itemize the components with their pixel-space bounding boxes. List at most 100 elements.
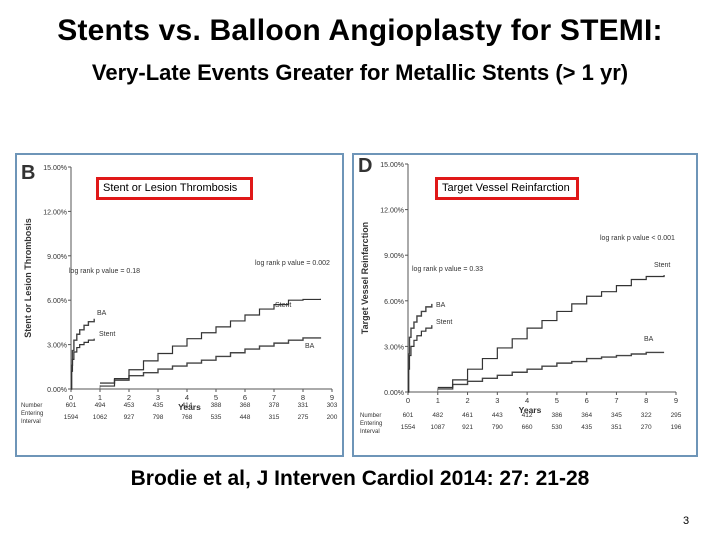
series-line-stent-late (100, 298, 321, 387)
risk-table-cell: 1062 (93, 414, 108, 421)
series-early-label-ba: BA (97, 310, 107, 317)
panel-letter: D (358, 155, 372, 177)
risk-table-cell: 443 (492, 412, 503, 419)
series-early-label-stent: Stent (436, 319, 452, 326)
risk-table-cell: 386 (551, 412, 562, 419)
slide-subtitle: Very-Late Events Greater for Metallic St… (91, 60, 629, 85)
x-tick-label: 9 (674, 396, 678, 405)
risk-table-cell: 435 (581, 424, 592, 431)
series-end-label-stent: Stent (275, 302, 291, 309)
x-tick-label: 8 (301, 393, 305, 402)
risk-table-cell: 378 (269, 402, 280, 409)
log-rank-annotation: log rank p value = 0.33 (412, 266, 483, 273)
page-number: 3 (683, 515, 690, 527)
y-tick-label: 0.00% (384, 390, 404, 397)
x-tick-label: 3 (495, 396, 499, 405)
risk-table-cell: 461 (462, 412, 473, 419)
series-line-ba-early (407, 303, 433, 393)
series-early-label-stent: Stent (99, 331, 115, 338)
risk-table-cell: 660 (522, 424, 533, 431)
risk-table-cell: 345 (611, 412, 622, 419)
x-tick-label: 8 (644, 396, 648, 405)
series-line-stent-late (437, 274, 665, 389)
risk-table-cell: 790 (492, 424, 503, 431)
x-tick-label: 6 (585, 396, 589, 405)
risk-table-cell: 482 (432, 412, 443, 419)
x-tick-label: 0 (406, 396, 410, 405)
x-tick-label: 5 (555, 396, 559, 405)
risk-table-cell: 303 (327, 402, 338, 409)
risk-table-cell: 200 (327, 414, 338, 421)
series-early-label-ba: BA (436, 302, 446, 309)
risk-table-cell: 601 (403, 412, 414, 419)
risk-table-cell: 927 (124, 414, 135, 421)
y-tick-label: 9.00% (47, 254, 67, 261)
chart-b-svg: B Stent or Lesion Thrombosis 0.00% 3.00% 6.0… (21, 162, 338, 425)
x-axis-title: Years (519, 405, 542, 415)
risk-table-label: Number (21, 403, 42, 409)
log-rank-annotation: log rank p value = 0.002 (255, 260, 330, 267)
risk-table-cell: 921 (462, 424, 473, 431)
risk-table-cell: 368 (240, 402, 251, 409)
series-end-label-stent: Stent (654, 262, 670, 269)
series-line-stent-early (70, 338, 95, 390)
risk-table-cell: 295 (671, 412, 682, 419)
slide-title: Stents vs. Balloon Angioplasty for STEMI… (57, 14, 663, 47)
risk-table-cell: 412 (522, 412, 533, 419)
risk-table-label: Entering (360, 421, 382, 427)
y-tick-label: 3.00% (384, 344, 404, 351)
log-rank-annotation: log rank p value = 0.18 (69, 268, 140, 275)
panel-d-boxed-label: Target Vessel Reinfarction (435, 177, 579, 200)
y-axis-title: Target Vessel Reinfarction (360, 222, 370, 334)
x-tick-label: 9 (330, 393, 334, 402)
risk-table-label: Number (360, 413, 381, 419)
x-tick-label: 2 (465, 396, 469, 405)
risk-table-cell: 364 (581, 412, 592, 419)
x-tick-label: 3 (156, 393, 160, 402)
y-tick-label: 12.00% (43, 209, 67, 216)
risk-table-cell: 435 (153, 402, 164, 409)
citation: Brodie et al, J Interven Cardiol 2014: 2… (130, 467, 590, 490)
risk-table-cell: 453 (124, 402, 135, 409)
y-axis-title: Stent or Lesion Thrombosis (23, 218, 33, 338)
chart-d-svg: D Target Vessel Reinfarction 0.00% 3.00% 6.0… (358, 155, 682, 435)
log-rank-annotation: log rank p value < 0.001 (600, 235, 675, 242)
y-tick-label: 3.00% (47, 343, 67, 350)
panel-d-target-vessel-chart: D Target Vessel Reinfarction 0.00% 3.00% 6.0… (352, 153, 698, 457)
risk-table-cell: 768 (182, 414, 193, 421)
risk-table-label: Entering (21, 411, 43, 417)
y-tick-label: 15.00% (380, 162, 404, 169)
risk-table-cell: 196 (671, 424, 682, 431)
panel-letter: B (21, 162, 35, 184)
y-tick-label: 6.00% (384, 299, 404, 306)
x-tick-label: 7 (272, 393, 276, 402)
risk-table-cell: 331 (298, 402, 309, 409)
series-line-ba-late (437, 351, 665, 390)
y-tick-label: 15.00% (43, 165, 67, 172)
risk-table-cell: 494 (95, 402, 106, 409)
x-tick-label: 5 (214, 393, 218, 402)
y-tick-label: 12.00% (380, 208, 404, 215)
risk-table-cell: 351 (611, 424, 622, 431)
risk-table-cell: 1087 (431, 424, 446, 431)
risk-table-cell: 530 (551, 424, 562, 431)
y-tick-label: 9.00% (384, 253, 404, 260)
risk-table-cell: 535 (211, 414, 222, 421)
risk-table-cell: 448 (240, 414, 251, 421)
x-tick-label: 1 (436, 396, 440, 405)
x-tick-label: 1 (98, 393, 102, 402)
series-end-label-ba: BA (644, 336, 654, 343)
panel-b-stent-thrombosis-chart: B Stent or Lesion Thrombosis 0.00% 3.00% 6.0… (15, 153, 344, 457)
series-line-stent-early (407, 325, 433, 393)
risk-table-cell: 414 (182, 402, 193, 409)
series-end-label-ba: BA (305, 343, 315, 350)
y-tick-label: 0.00% (47, 387, 67, 394)
series-line-ba-late (100, 337, 322, 384)
x-tick-label: 7 (614, 396, 618, 405)
risk-table-cell: 388 (211, 402, 222, 409)
x-tick-label: 6 (243, 393, 247, 402)
risk-table-cell: 315 (269, 414, 280, 421)
risk-table-cell: 322 (641, 412, 652, 419)
x-tick-label: 4 (525, 396, 529, 405)
risk-table-cell: 275 (298, 414, 309, 421)
